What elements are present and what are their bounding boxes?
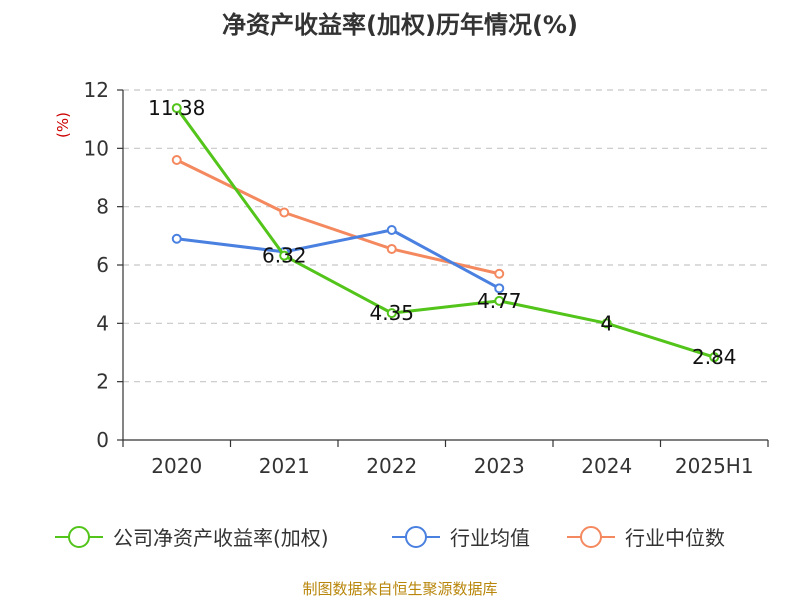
legend[interactable]: 公司净资产收益率(加权) 行业均值 行业中位数 [55,526,725,550]
y-tick-label: 8 [96,195,109,219]
data-point [386,308,397,319]
data-labels: 11.38 6.32 4.35 4.77 4 2.84 [148,96,736,369]
x-tick-label: 2024 [581,454,632,478]
data-label: 6.32 [262,244,307,268]
data-label: 4.77 [477,289,522,313]
series-layer [171,103,720,363]
series-line [176,158,500,276]
y-tick-label: 4 [96,311,109,335]
series-0 [171,103,720,363]
axes: 0 2 4 6 8 10 12 2020 2021 2022 2023 2024 2025H1 [84,78,769,478]
data-point [494,283,505,294]
series-1 [171,225,505,294]
data-point [171,233,182,244]
series-line [175,107,715,359]
data-point [386,243,397,254]
series-2 [171,155,505,279]
data-point [494,295,505,306]
data-point [171,103,182,114]
legend-item[interactable]: 公司净资产收益率(加权) [55,526,329,550]
chart-title: 净资产收益率(加权)历年情况(%) [222,11,578,39]
y-tick-label: 12 [84,78,109,102]
data-point [171,155,182,165]
grid-lines [123,89,768,383]
data-point [386,225,397,235]
data-label: 2.84 [692,345,737,369]
data-point [709,352,720,363]
x-tick-label: 2021 [259,454,310,478]
x-tick-label: 2023 [474,454,525,478]
legend-label: 行业中位数 [625,526,725,550]
legend-marker [68,526,90,548]
y-tick-label: 0 [96,428,109,452]
data-point [601,318,612,329]
data-label: 11.38 [148,96,205,120]
data-point [279,207,290,218]
x-tick-label: 2025H1 [675,454,754,478]
x-tick-label: 2020 [151,454,202,478]
y-tick-label: 2 [96,370,109,394]
source-note: 制图数据来自恒生聚源数据库 [302,580,497,598]
legend-item[interactable]: 行业中位数 [567,526,725,550]
legend-label: 行业均值 [450,526,530,550]
x-tick-label: 2022 [366,454,417,478]
legend-item[interactable]: 行业均值 [392,526,530,550]
data-label: 4 [600,311,613,335]
data-label: 4.35 [369,301,414,325]
y-tick-label: 10 [84,136,109,160]
y-axis-label: (%) [54,112,72,138]
legend-marker [580,526,602,548]
data-point [279,250,290,261]
legend-label: 公司净资产收益率(加权) [113,526,329,550]
y-tick-label: 6 [96,253,109,277]
series-line [176,228,500,290]
legend-marker [405,526,427,548]
data-point [494,268,505,279]
